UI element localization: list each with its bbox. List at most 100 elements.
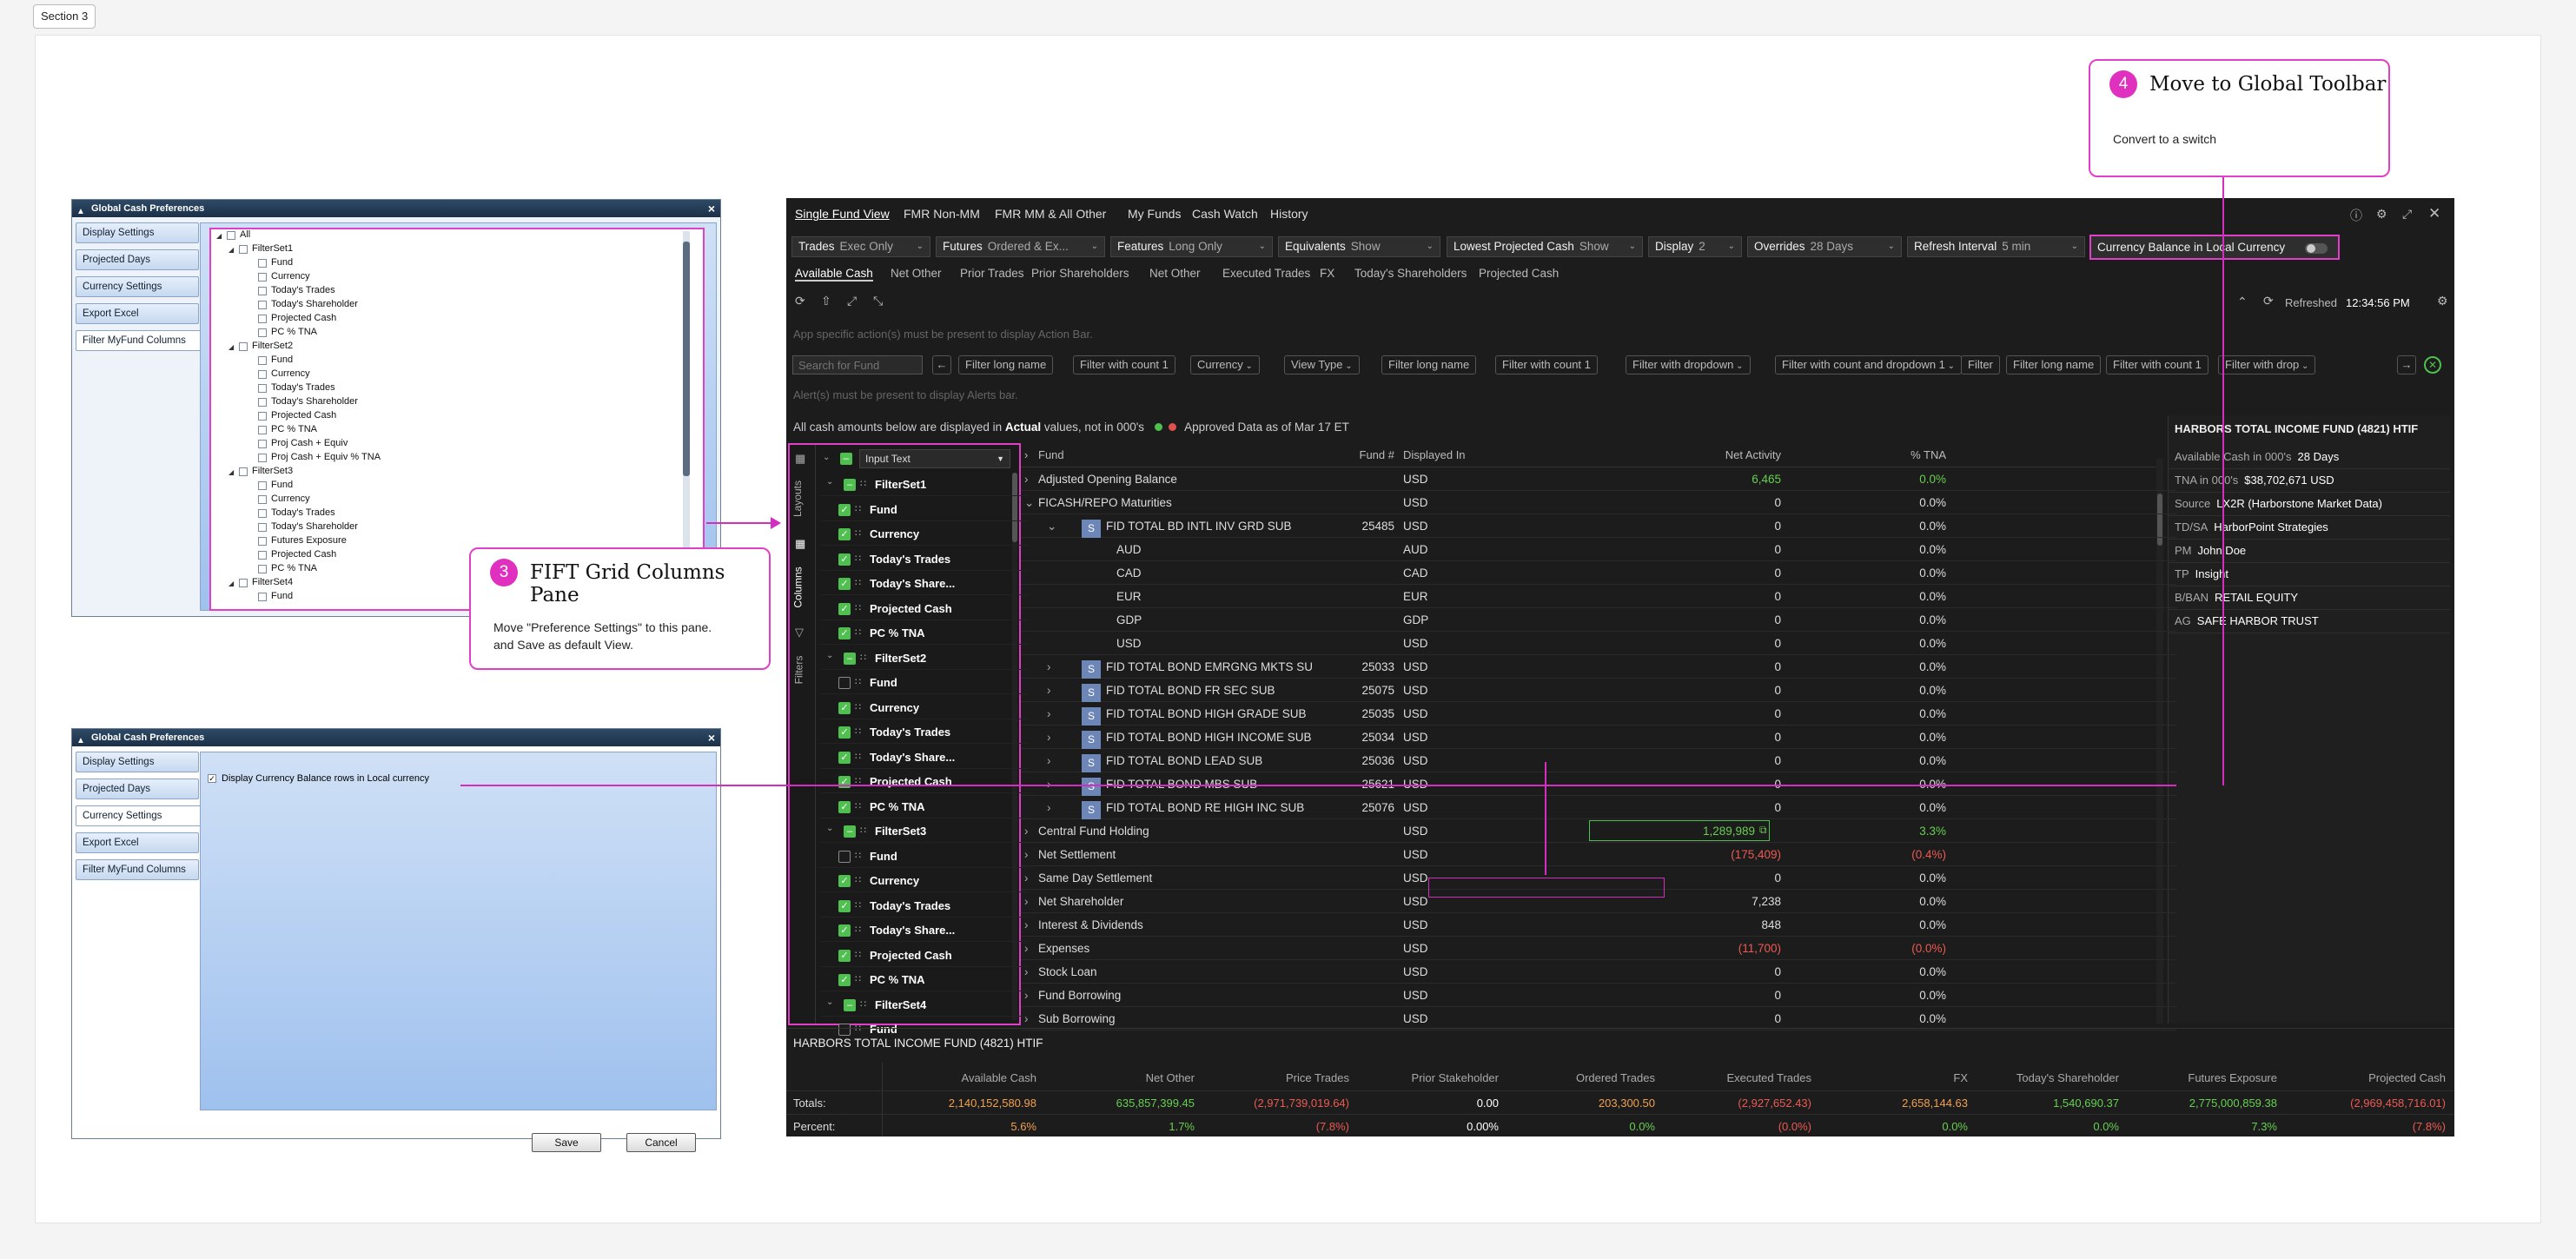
columns-icon[interactable]: ▦ — [795, 537, 806, 550]
chevron-down-icon[interactable]: ⌄ — [826, 824, 834, 833]
columns-search-input[interactable]: Input Text ▼ — [859, 449, 1010, 468]
column-row[interactable]: ✓ ∷ Today's Share... — [821, 918, 1030, 942]
grid-row[interactable]: › Central Fund Holding USD 1,289,989 ⧉ 3.3% — [1021, 819, 2176, 843]
drag-handle-icon[interactable]: ∷ — [855, 875, 861, 885]
column-checkbox[interactable]: ✓ — [838, 503, 851, 516]
column-group-row[interactable]: ⌄ – ∷ FilterSet3 — [821, 819, 1030, 843]
chevron-right-icon[interactable]: › — [1024, 942, 1029, 955]
grid-scrollbar[interactable] — [2156, 459, 2163, 1024]
subtab-net-other[interactable]: Net Other — [891, 267, 942, 280]
tab-fmr-mm-all-other[interactable]: FMR MM & All Other — [995, 207, 1107, 221]
nav-display-settings[interactable]: Display Settings — [76, 222, 199, 243]
column-row[interactable]: ✓ ∷ Today's Share... — [821, 572, 1030, 595]
column-checkbox[interactable]: ✓ — [838, 602, 851, 615]
nav-export-excel[interactable]: Export Excel — [76, 303, 199, 324]
settings-icon[interactable]: ⚙ — [2437, 294, 2448, 308]
tab-filters[interactable]: Filters — [792, 655, 805, 685]
toolbar-refresh-interval-dropdown[interactable]: Refresh Interval 5 min ⌄ — [1907, 236, 2085, 257]
column-group-checkbox[interactable]: – — [844, 652, 856, 665]
tab-layouts[interactable]: Layouts — [791, 480, 805, 518]
chevron-down-icon[interactable]: ⌄ — [2299, 361, 2309, 371]
chevron-right-icon[interactable]: › — [1024, 825, 1029, 838]
chevron-right-icon[interactable]: › — [1047, 754, 1051, 767]
column-checkbox[interactable]: ✓ — [838, 528, 851, 540]
layouts-icon[interactable]: ▦ — [795, 452, 806, 465]
chevron-right-icon[interactable]: › — [1024, 871, 1029, 885]
subtab-net-other[interactable]: Net Other — [1149, 267, 1201, 280]
toolbar-equivalents-dropdown[interactable]: Equivalents Show ⌄ — [1278, 236, 1440, 257]
toolbar-overrides-dropdown[interactable]: Overrides 28 Days ⌄ — [1747, 236, 1902, 257]
drag-handle-icon[interactable]: ∷ — [855, 924, 861, 935]
tree-checkbox[interactable] — [258, 301, 267, 309]
sync-icon[interactable]: ⟳ — [2263, 294, 2274, 308]
chevron-right-icon[interactable]: › — [1047, 801, 1051, 814]
subtab-executed-trades[interactable]: Executed Trades — [1222, 267, 1311, 280]
grid-row[interactable]: CAD CAD 0 0.0% — [1021, 561, 2176, 585]
filter-chip-filter-long-name[interactable]: Filter long name — [1381, 355, 1477, 374]
scroll-right-icon[interactable]: → — [2397, 355, 2416, 374]
filter-chip-currency[interactable]: Currency ⌄ — [1190, 355, 1260, 374]
close-icon[interactable]: × — [707, 731, 715, 745]
column-checkbox[interactable] — [838, 677, 851, 689]
column-row[interactable]: ✓ ∷ Projected Cash — [821, 597, 1030, 620]
column-checkbox[interactable]: ✓ — [838, 875, 851, 887]
column-checkbox[interactable]: ✓ — [838, 974, 851, 986]
expand-icon[interactable]: ⤢ — [2402, 207, 2413, 221]
filter-chip-filter-long-name[interactable]: Filter long name — [958, 355, 1054, 374]
drag-handle-icon[interactable]: ∷ — [860, 652, 866, 663]
grid-row[interactable]: › Expenses USD (11,700) (0.0%) — [1021, 937, 2176, 960]
filter-chip-view-type[interactable]: View Type ⌄ — [1284, 355, 1360, 374]
column-checkbox[interactable]: ✓ — [838, 701, 851, 714]
chevron-right-icon[interactable]: › — [1024, 965, 1029, 978]
collapse-icon[interactable]: ⤡ — [873, 294, 884, 308]
header-pct-tna[interactable]: % TNA — [1910, 448, 1946, 461]
tab-history[interactable]: History — [1270, 207, 1308, 221]
scrollbar-thumb[interactable] — [1012, 473, 1017, 542]
chevron-right-icon[interactable]: › — [1047, 684, 1051, 697]
column-checkbox[interactable]: ✓ — [838, 751, 851, 764]
column-checkbox[interactable]: ✓ — [838, 899, 851, 912]
column-row[interactable]: ✓ ∷ PC % TNA — [821, 621, 1030, 645]
tab-my-funds[interactable]: My Funds — [1128, 207, 1182, 221]
subtab-available-cash[interactable]: Available Cash — [795, 267, 873, 282]
column-row[interactable]: ✓ ∷ Currency — [821, 869, 1030, 892]
tree-checkbox[interactable] — [258, 454, 267, 462]
tree-checkbox[interactable] — [258, 440, 267, 448]
select-all-checkbox[interactable]: – — [840, 453, 852, 465]
drag-handle-icon[interactable]: ∷ — [855, 503, 861, 514]
column-row[interactable]: ✓ ∷ Today's Trades — [821, 894, 1030, 918]
nav-projected-days[interactable]: Projected Days — [76, 779, 199, 799]
tree-checkbox[interactable] — [258, 273, 267, 282]
subtab-prior-trades[interactable]: Prior Trades — [960, 267, 1024, 280]
column-group-row[interactable]: ⌄ – ∷ FilterSet2 — [821, 646, 1030, 670]
drag-handle-icon[interactable]: ∷ — [855, 553, 861, 564]
chevron-right-icon[interactable]: › — [1047, 660, 1051, 673]
column-checkbox[interactable] — [838, 1024, 851, 1036]
nav-currency-settings[interactable]: Currency Settings — [76, 805, 202, 826]
drag-handle-icon[interactable]: ∷ — [860, 998, 866, 1010]
column-row[interactable]: ∷ Fund — [821, 845, 1030, 868]
subtab-fx[interactable]: FX — [1320, 267, 1335, 280]
chevron-right-icon[interactable]: › — [1024, 918, 1029, 931]
column-group-row[interactable]: ⌄ – ∷ FilterSet4 — [821, 993, 1030, 1017]
drag-handle-icon[interactable]: ∷ — [855, 578, 861, 588]
drag-handle-icon[interactable]: ∷ — [855, 751, 861, 762]
column-checkbox[interactable]: ✓ — [838, 627, 851, 639]
close-icon[interactable]: × — [707, 202, 715, 215]
drag-handle-icon[interactable]: ∷ — [855, 602, 861, 613]
column-row[interactable]: ✓ ∷ Today's Trades — [821, 547, 1030, 571]
tab-columns[interactable]: Columns — [791, 567, 805, 608]
clear-filters-icon[interactable]: ✕ — [2424, 356, 2441, 374]
drag-handle-icon[interactable]: ∷ — [855, 677, 861, 687]
tab-fmr-non-mm[interactable]: FMR Non-MM — [904, 207, 980, 221]
tree-checkbox[interactable] — [258, 259, 267, 268]
drag-handle-icon[interactable]: ∷ — [855, 776, 861, 786]
grid-row[interactable]: › S FID TOTAL BOND EMRGNG MKTS SU 25033 USD 0… — [1021, 655, 2176, 679]
tree-checkbox[interactable] — [239, 467, 248, 476]
tree-checkbox[interactable] — [258, 551, 267, 560]
expand-icon[interactable]: ⤢ — [847, 294, 858, 308]
column-checkbox[interactable]: ✓ — [838, 726, 851, 739]
currency-local-checkbox[interactable]: ✓ — [208, 774, 216, 783]
tree-checkbox[interactable] — [258, 495, 267, 504]
column-row[interactable]: ✓ ∷ PC % TNA — [821, 968, 1030, 991]
